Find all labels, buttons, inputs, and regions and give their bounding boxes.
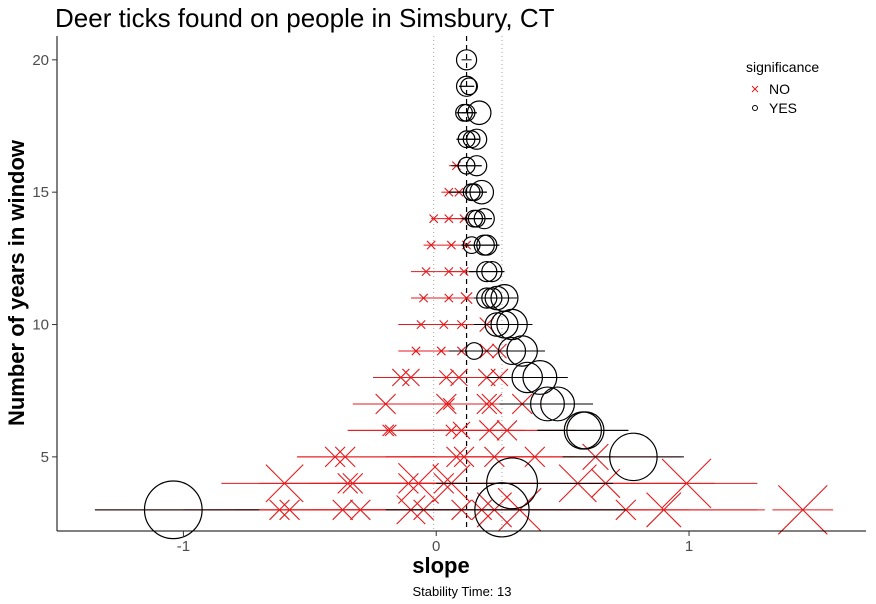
point-no-48: [411, 346, 421, 356]
point-no-35: [496, 420, 518, 441]
point-no-12: [777, 484, 828, 535]
x-axis-title: slope: [412, 553, 469, 578]
point-no-11: [646, 492, 682, 528]
legend-title: significance: [746, 59, 819, 75]
point-no-53: [416, 319, 426, 330]
point-no-66: [429, 214, 439, 224]
point-yes-24: [476, 234, 498, 256]
y-tick-label-10: 10: [32, 317, 49, 334]
caption: Stability Time: 13: [413, 584, 512, 599]
point-no-22: [661, 458, 712, 509]
point-yes-40: [460, 77, 479, 96]
y-tick-label-20: 20: [32, 52, 49, 69]
point-yes-5: [566, 411, 605, 450]
x-tick-label--1: -1: [177, 538, 190, 555]
point-no-59: [460, 292, 473, 305]
chart-title: Deer ticks found on people in Simsbury, …: [55, 3, 555, 33]
point-yes-1: [474, 482, 530, 538]
legend-label-yes: YES: [769, 100, 797, 116]
x-tick-label-0: 0: [432, 538, 440, 555]
point-no-36: [375, 393, 397, 415]
point-yes-27: [473, 208, 495, 230]
point-yes-21: [481, 260, 503, 283]
y-axis-title: Number of years in window: [4, 139, 29, 426]
point-no-64: [446, 240, 456, 250]
point-no-63: [426, 240, 436, 250]
point-yes-30: [469, 179, 495, 205]
point-yes-41: [455, 49, 478, 71]
point-yes-32: [466, 155, 488, 177]
point-yes-35: [466, 128, 488, 150]
point-yes-19: [490, 284, 519, 313]
plot-area: [94, 36, 834, 540]
point-yes-10: [465, 342, 484, 360]
point-no-31: [384, 424, 397, 437]
x-tick-label-1: 1: [685, 538, 693, 555]
point-yes-7: [540, 386, 576, 422]
point-yes-9: [522, 360, 558, 395]
legend: significance NO YES: [746, 59, 819, 116]
point-yes-3: [609, 432, 658, 482]
point-no-60: [421, 267, 431, 277]
point-yes-0: [143, 480, 203, 540]
point-yes-38: [466, 100, 492, 126]
point-no-62: [459, 267, 469, 277]
point-yes-2: [486, 457, 539, 510]
point-yes-39: [455, 75, 478, 97]
legend-label-no: NO: [769, 81, 790, 97]
y-tick-label-5: 5: [41, 449, 49, 466]
legend-symbol-yes: [752, 105, 758, 111]
legend-symbol-no: [751, 85, 759, 93]
y-tick-label-15: 15: [32, 184, 49, 201]
point-no-24: [334, 446, 356, 468]
